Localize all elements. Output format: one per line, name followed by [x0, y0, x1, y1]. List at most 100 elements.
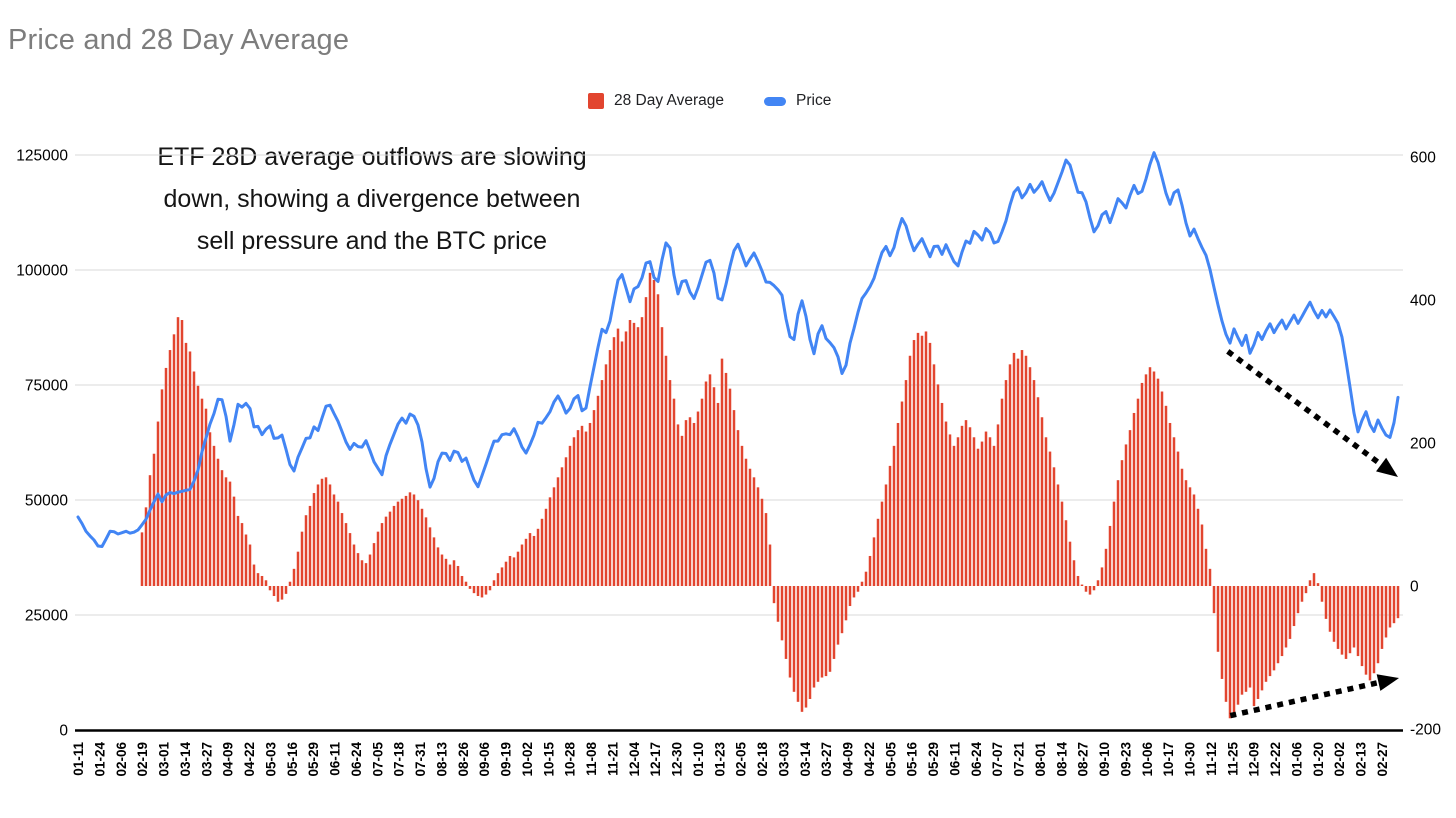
- flow-bar: [196, 385, 200, 586]
- flow-bar: [308, 505, 312, 586]
- flow-bar: [764, 513, 768, 586]
- flow-bar: [520, 544, 524, 586]
- flow-bar: [292, 568, 296, 586]
- x-tick-label: 07-05: [370, 742, 385, 777]
- flow-bar: [1144, 374, 1148, 586]
- flow-bar: [1228, 586, 1232, 719]
- flow-bar: [376, 531, 380, 586]
- flow-bar: [1260, 586, 1264, 691]
- flow-bar: [1292, 586, 1296, 627]
- flow-bar: [140, 532, 144, 586]
- flow-bar: [776, 586, 780, 622]
- x-tick-label: 08-14: [1054, 742, 1069, 777]
- annotation-line: ETF 28D average outflows are slowing: [157, 143, 587, 171]
- flow-bar: [1040, 417, 1044, 586]
- flow-bar: [1036, 397, 1040, 586]
- flow-bar: [1104, 548, 1108, 586]
- flow-bar: [700, 398, 704, 586]
- flow-bar: [488, 586, 492, 591]
- flow-bar: [1140, 382, 1144, 586]
- flow-bar: [804, 586, 808, 708]
- flow-bar: [864, 571, 868, 586]
- flow-bar: [188, 351, 192, 586]
- flow-bar: [288, 581, 292, 586]
- flow-bar: [1368, 586, 1372, 681]
- flow-bar: [1244, 586, 1248, 692]
- flow-bar: [468, 586, 472, 589]
- flow-bar: [404, 495, 408, 586]
- x-tick-label: 06-11: [947, 742, 962, 776]
- flow-bar: [268, 586, 272, 591]
- left-axis-tick-label: 100000: [16, 263, 68, 280]
- flow-bar: [444, 558, 448, 586]
- flow-bar: [1124, 444, 1128, 586]
- arrow-dotted-shaft: [1226, 349, 1385, 469]
- flow-bar: [664, 355, 668, 586]
- flow-bar: [1388, 586, 1392, 628]
- flow-bar: [1136, 398, 1140, 586]
- x-tick-label: 01-23: [712, 742, 727, 777]
- flow-bar: [1324, 586, 1328, 619]
- flow-bar: [944, 421, 948, 586]
- flow-bar: [1308, 580, 1312, 586]
- flow-bar: [1384, 586, 1388, 638]
- flow-bar: [1160, 391, 1164, 586]
- flow-bar: [1192, 494, 1196, 586]
- legend-label: 28 Day Average: [614, 92, 725, 109]
- left-axis-labels: 0 25000 50000 75000 100000 125000: [16, 148, 68, 740]
- flow-bar: [1164, 405, 1168, 586]
- left-axis-tick-label: 25000: [25, 608, 68, 625]
- flow-bar: [596, 395, 600, 586]
- flow-bar: [1004, 380, 1008, 586]
- flow-bar: [280, 586, 284, 600]
- x-tick-label: 03-27: [819, 742, 834, 777]
- flow-bar: [708, 374, 712, 586]
- right-axis-tick-label: 0: [1410, 579, 1419, 596]
- flow-bar: [240, 523, 244, 586]
- flow-bar: [724, 372, 728, 586]
- flow-bar: [1320, 586, 1324, 602]
- flow-bar: [580, 425, 584, 586]
- flow-bar: [960, 425, 964, 586]
- flow-bar: [472, 586, 476, 594]
- flow-bar: [1188, 487, 1192, 586]
- x-tick-label: 02-02: [1332, 742, 1347, 777]
- flow-bar: [1172, 437, 1176, 586]
- flow-bar: [936, 384, 940, 586]
- x-tick-label: 10-30: [1183, 742, 1198, 777]
- x-tick-label: 02-13: [1354, 742, 1369, 777]
- flow-bar: [680, 435, 684, 586]
- x-tick-label: 05-29: [926, 742, 941, 777]
- flow-bar: [1360, 586, 1364, 667]
- flow-bar: [668, 380, 672, 586]
- flow-bar: [872, 537, 876, 586]
- flow-bar: [548, 497, 552, 586]
- flow-bar: [232, 496, 236, 586]
- flow-bar: [264, 580, 268, 586]
- x-tick-label: 07-21: [1012, 742, 1027, 777]
- flow-bar: [1276, 586, 1280, 664]
- flow-bar: [1352, 586, 1356, 648]
- flow-bar: [432, 537, 436, 586]
- flow-bar: [364, 563, 368, 586]
- flow-bar: [236, 515, 240, 586]
- flow-bar: [452, 560, 456, 586]
- flow-bar: [460, 575, 464, 586]
- x-tick-label: 08-01: [1033, 742, 1048, 777]
- flow-bar: [448, 564, 452, 586]
- flow-bar: [184, 342, 188, 586]
- flow-bar: [1112, 501, 1116, 586]
- x-tick-label: 03-14: [178, 742, 193, 777]
- trend-arrow: [1226, 349, 1398, 477]
- flow-bar: [796, 586, 800, 702]
- flow-bar: [1356, 586, 1360, 657]
- flow-bar: [900, 401, 904, 586]
- flow-bar: [484, 586, 488, 595]
- x-tick-label: 07-07: [990, 742, 1005, 777]
- flow-bar: [224, 477, 228, 586]
- flow-bar: [256, 573, 260, 586]
- flow-bar: [400, 498, 404, 586]
- flow-bar: [176, 317, 180, 586]
- flow-bar: [832, 586, 836, 659]
- flow-bar: [1376, 586, 1380, 664]
